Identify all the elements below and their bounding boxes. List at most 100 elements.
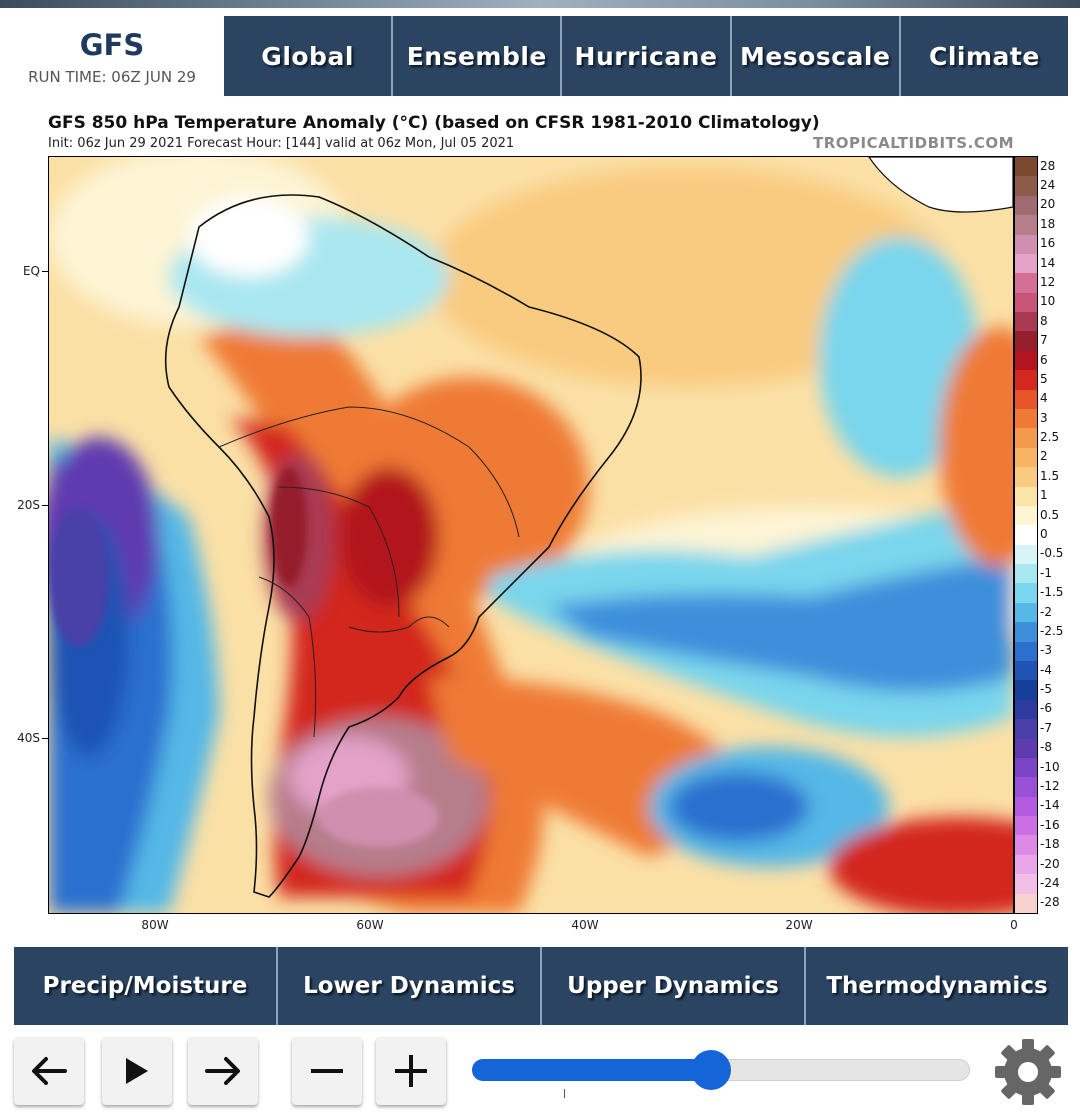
- color-scale-label: -1: [1040, 565, 1052, 580]
- category-nav: Precip/Moisture Lower Dynamics Upper Dyn…: [14, 947, 1068, 1025]
- color-scale-swatch: [1015, 195, 1037, 216]
- color-scale-swatch: [1015, 777, 1037, 798]
- color-scale-swatch: [1015, 738, 1037, 759]
- color-scale-label: 14: [1040, 255, 1056, 270]
- plus-icon: [395, 1055, 427, 1087]
- lon-label-80w: 80W: [141, 918, 169, 932]
- color-scale-swatch: [1015, 874, 1037, 895]
- forecast-timeline-slider[interactable]: [472, 1050, 970, 1098]
- color-scale-swatch: [1015, 835, 1037, 856]
- color-scale-swatch: [1015, 699, 1037, 720]
- map-watermark: TROPICALTIDBITS.COM: [813, 134, 1014, 152]
- color-scale-swatch: [1015, 757, 1037, 778]
- lat-tick: [42, 505, 48, 506]
- nav-thermodynamics[interactable]: Thermodynamics: [804, 947, 1068, 1025]
- zoom-out-button[interactable]: [292, 1037, 362, 1105]
- slider-tick: [564, 1089, 565, 1098]
- color-scale-swatch: [1015, 467, 1037, 488]
- color-scale-swatch: [1015, 486, 1037, 507]
- lon-label-20w: 20W: [785, 918, 813, 932]
- lat-label-eq: EQ: [22, 264, 40, 278]
- settings-button[interactable]: [992, 1036, 1064, 1108]
- slider-fill: [472, 1059, 712, 1081]
- color-scale-label: 28: [1040, 158, 1056, 173]
- color-scale-swatch: [1015, 583, 1037, 604]
- zoom-in-button[interactable]: [376, 1037, 446, 1105]
- nav-climate[interactable]: Climate: [898, 16, 1069, 96]
- color-scale-swatch: [1015, 253, 1037, 274]
- color-scale-label: 1.5: [1040, 468, 1060, 483]
- color-scale-label: -2.5: [1040, 623, 1064, 638]
- color-scale-label: 20: [1040, 197, 1056, 212]
- color-scale-label: -2: [1040, 604, 1052, 619]
- color-scale-swatch: [1015, 350, 1037, 371]
- nav-hurricane[interactable]: Hurricane: [560, 16, 730, 96]
- color-scale-label: -0.5: [1040, 546, 1064, 561]
- lat-tick: [42, 271, 48, 272]
- play-button[interactable]: [102, 1037, 172, 1105]
- color-scale-label: 0.5: [1040, 507, 1060, 522]
- color-scale-swatch: [1015, 292, 1037, 313]
- color-scale-label: 4: [1040, 391, 1048, 406]
- run-time: RUN TIME: 06Z JUN 29: [28, 68, 196, 86]
- color-scale-swatch: [1015, 893, 1037, 914]
- previous-frame-button[interactable]: [14, 1037, 84, 1105]
- color-scale-swatch: [1015, 525, 1037, 546]
- color-scale-label: 3: [1040, 410, 1048, 425]
- nav-precip-moisture[interactable]: Precip/Moisture: [14, 947, 276, 1025]
- color-scale-label: -16: [1040, 817, 1060, 832]
- color-scale-swatch: [1015, 505, 1037, 526]
- color-scale-label: 5: [1040, 371, 1048, 386]
- color-scale-swatch: [1015, 564, 1037, 584]
- header-banner: [0, 0, 1080, 8]
- color-scale: [1014, 156, 1038, 914]
- color-scale-swatch: [1015, 273, 1037, 294]
- color-scale-label: 24: [1040, 178, 1056, 193]
- arrow-right-icon: [205, 1057, 240, 1085]
- map-title: GFS 850 hPa Temperature Anomaly (°C) (ba…: [48, 113, 820, 133]
- lon-label-0: 0: [1010, 918, 1018, 932]
- color-scale-label: -14: [1040, 798, 1060, 813]
- nav-mesoscale[interactable]: Mesoscale: [729, 16, 899, 96]
- color-scale-swatch: [1015, 796, 1037, 817]
- anomaly-map[interactable]: [48, 156, 1014, 914]
- color-scale-label: -4: [1040, 662, 1052, 677]
- nav-ensemble[interactable]: Ensemble: [391, 16, 561, 96]
- color-scale-swatch: [1015, 215, 1037, 236]
- color-scale-label: 16: [1040, 236, 1056, 251]
- color-scale-label: -20: [1040, 856, 1060, 871]
- color-scale-swatch: [1015, 428, 1037, 449]
- color-scale-swatch: [1015, 389, 1037, 410]
- lat-label-40s: 40S: [17, 731, 40, 745]
- nav-upper-dynamics[interactable]: Upper Dynamics: [540, 947, 804, 1025]
- color-scale-label: 7: [1040, 333, 1048, 348]
- color-scale-swatch: [1015, 544, 1037, 565]
- gear-icon: [995, 1039, 1061, 1105]
- color-scale-swatch: [1015, 816, 1037, 836]
- next-frame-button[interactable]: [188, 1037, 258, 1105]
- color-scale-swatch: [1015, 641, 1037, 662]
- color-scale-label: 6: [1040, 352, 1048, 367]
- color-scale-swatch: [1015, 331, 1037, 352]
- color-scale-label: -3: [1040, 643, 1052, 658]
- color-scale-label: -8: [1040, 740, 1052, 755]
- color-scale-label: -1.5: [1040, 585, 1064, 600]
- brand-title[interactable]: GFS: [79, 28, 145, 62]
- model-nav: Global Ensemble Hurricane Mesoscale Clim…: [224, 16, 1069, 96]
- color-scale-label: 1: [1040, 488, 1048, 503]
- color-scale-swatch: [1015, 854, 1037, 875]
- color-scale-swatch: [1015, 370, 1037, 391]
- color-scale-label: 8: [1040, 313, 1048, 328]
- lon-label-60w: 60W: [356, 918, 384, 932]
- color-scale-label: -10: [1040, 759, 1060, 774]
- color-scale-label: 2: [1040, 449, 1048, 464]
- slider-thumb[interactable]: [691, 1050, 732, 1090]
- color-scale-label: 18: [1040, 216, 1056, 231]
- nav-global[interactable]: Global: [224, 16, 392, 96]
- play-icon: [126, 1058, 148, 1084]
- color-scale-swatch: [1015, 157, 1037, 177]
- color-scale-swatch: [1015, 680, 1037, 701]
- color-scale-swatch: [1015, 176, 1037, 197]
- color-scale-label: -5: [1040, 682, 1052, 697]
- nav-lower-dynamics[interactable]: Lower Dynamics: [276, 947, 540, 1025]
